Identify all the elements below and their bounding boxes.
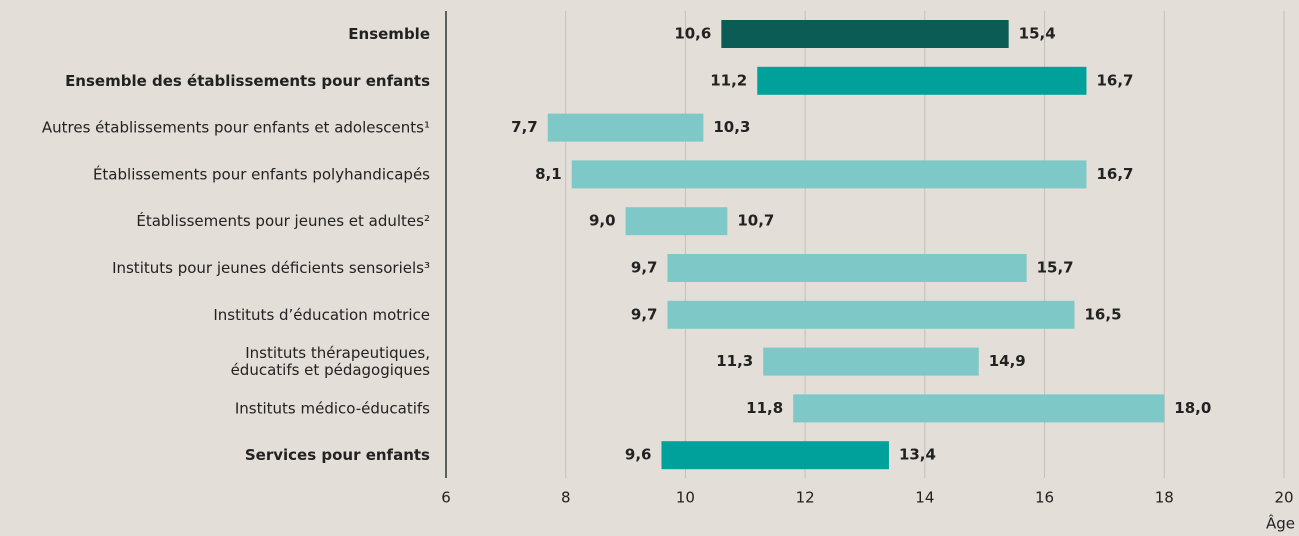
value-label: 11,2 [710, 71, 747, 89]
category-label-line: Instituts thérapeutiques, [245, 344, 430, 362]
bar [667, 300, 1075, 329]
category-label-line: Ensemble [348, 25, 430, 43]
value-label: 16,5 [1085, 305, 1122, 323]
value-label: 9,6 [625, 446, 652, 464]
category-label: Établissements pour jeunes et adultes² [136, 211, 430, 230]
x-tick-label: 10 [676, 489, 695, 507]
value-label: 9,0 [589, 212, 616, 230]
x-tick-label: 8 [561, 489, 571, 507]
x-tick-label: 14 [915, 489, 934, 507]
category-label-line: Autres établissements pour enfants et ad… [42, 118, 430, 136]
x-tick-label: 12 [796, 489, 815, 507]
x-axis-label: Âge [1266, 514, 1295, 533]
bar [721, 20, 1009, 48]
value-label: 9,7 [631, 305, 658, 323]
category-label-line: Établissements pour jeunes et adultes² [136, 211, 430, 230]
category-label: Services pour enfants [245, 446, 430, 464]
category-label-line: Établissements pour enfants polyhandicap… [93, 164, 430, 183]
bar [793, 394, 1165, 423]
value-label: 18,0 [1174, 399, 1211, 417]
value-label: 14,9 [989, 352, 1026, 370]
value-label: 10,6 [674, 25, 711, 43]
bar [757, 66, 1087, 95]
category-label: Autres établissements pour enfants et ad… [42, 118, 430, 136]
value-label: 7,7 [511, 118, 538, 136]
category-label: Instituts pour jeunes déficients sensori… [112, 259, 430, 277]
x-tick-label: 18 [1155, 489, 1174, 507]
value-label: 13,4 [899, 446, 936, 464]
category-label: Instituts médico-éducatifs [235, 399, 430, 417]
category-label-line: éducatifs et pédagogiques [231, 361, 431, 379]
value-label: 16,7 [1096, 165, 1133, 183]
value-label: 11,3 [716, 352, 753, 370]
category-label-line: Instituts médico-éducatifs [235, 399, 430, 417]
category-label: Instituts thérapeutiques, éducatifs et pé… [231, 344, 431, 379]
bar [571, 160, 1087, 189]
value-label: 15,4 [1019, 25, 1056, 43]
category-label: Ensemble des établissements pour enfants [65, 71, 430, 89]
category-label: Instituts d’éducation motrice [213, 305, 430, 323]
bar [547, 113, 704, 142]
value-label: 9,7 [631, 259, 658, 277]
bar [667, 254, 1027, 282]
category-label-line: Ensemble des établissements pour enfants [65, 71, 430, 89]
bar [763, 347, 979, 376]
category-label-line: Services pour enfants [245, 446, 430, 464]
value-label: 10,7 [737, 212, 774, 230]
value-label: 10,3 [713, 118, 750, 136]
value-label: 11,8 [746, 399, 783, 417]
category-label-line: Instituts pour jeunes déficients sensori… [112, 259, 430, 277]
x-tick-label: 16 [1035, 489, 1054, 507]
bar [625, 207, 728, 236]
value-label: 15,7 [1037, 259, 1074, 277]
category-label: Ensemble [348, 25, 430, 43]
x-tick-label: 20 [1274, 489, 1293, 507]
category-label: Établissements pour enfants polyhandicap… [93, 164, 430, 183]
x-tick-label: 6 [441, 489, 451, 507]
value-label: 16,7 [1096, 71, 1133, 89]
bar [661, 441, 889, 470]
value-label: 8,1 [535, 165, 562, 183]
category-label-line: Instituts d’éducation motrice [213, 305, 430, 323]
